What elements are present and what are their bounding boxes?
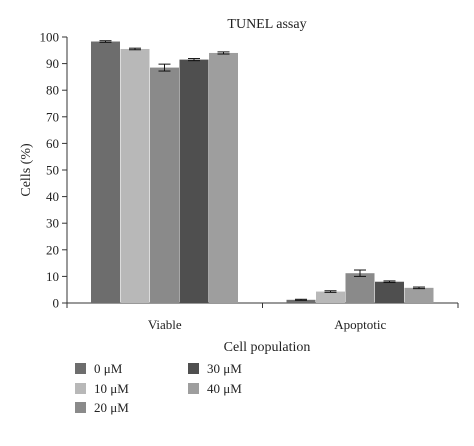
y-tick-label: 70 [46,109,59,124]
x-axis: Viable Apoptotic [66,302,459,332]
y-tick-label: 20 [46,242,59,257]
legend-swatch [188,383,199,394]
legend-label: 40 μM [207,381,242,396]
bar [120,48,150,303]
legend-label: 20 μM [94,400,129,415]
legend-swatch [75,402,86,413]
chart-title: TUNEL assay [227,17,306,32]
legend-swatch [188,363,199,374]
bar [345,273,375,303]
bar [404,287,434,303]
legend-swatch [75,363,86,374]
bar [150,67,179,303]
y-tick-label: 0 [53,296,60,311]
y-tick-label: 100 [40,30,60,45]
y-tick-label: 30 [46,216,59,231]
bar [286,299,316,303]
legend-swatch [75,383,86,394]
bar [209,52,238,304]
y-axis-title: Cells (%) [19,143,34,197]
x-axis-title: Cell population [224,340,311,355]
y-tick-label: 50 [46,163,59,178]
legend-label: 10 μM [94,381,129,396]
bar [179,59,209,303]
bar [91,41,120,303]
y-tick-label: 10 [46,269,59,284]
y-tick-label: 60 [46,136,59,151]
y-tick-label: 90 [46,56,59,71]
y-tick-label: 40 [46,189,59,204]
bar [375,281,404,303]
x-tick-label: Apoptotic [334,317,386,332]
y-axis: 0 10 20 30 40 50 60 70 80 90 100 [40,30,68,311]
legend-label: 0 μM [94,361,123,376]
y-tick-label: 80 [46,83,59,98]
legend-label: 30 μM [207,361,242,376]
x-tick-label: Viable [148,317,182,332]
bar [316,291,345,303]
bars [91,40,434,304]
legend: 0 μM 10 μM 20 μM 30 μM 40 μM [75,361,242,415]
